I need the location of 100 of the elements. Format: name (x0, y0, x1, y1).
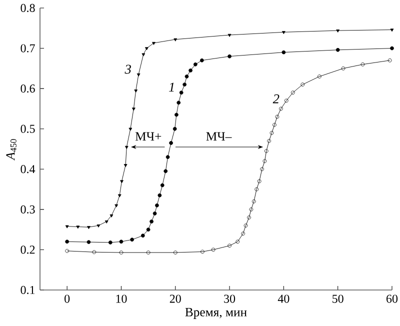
y-tick-label: 0.4 (20, 165, 36, 174)
point (247, 216, 251, 220)
series-label: 3 (124, 64, 131, 74)
point (118, 194, 122, 198)
x-tick-label: 40 (278, 294, 290, 303)
point (184, 74, 189, 78)
point (272, 122, 276, 127)
point (228, 34, 232, 37)
point (200, 58, 204, 62)
y-tick-label: 0.5 (20, 124, 35, 133)
point (65, 240, 70, 244)
point (110, 214, 114, 218)
point (146, 250, 150, 254)
point (140, 234, 145, 238)
x-tick-label: 60 (386, 294, 398, 303)
x-tick-label: 30 (224, 294, 236, 303)
point (174, 38, 178, 42)
point (193, 62, 198, 66)
point (155, 203, 159, 208)
point (132, 108, 136, 111)
point (119, 240, 124, 244)
point (134, 90, 138, 93)
point (284, 98, 288, 103)
point (96, 224, 100, 228)
point (158, 193, 162, 198)
point (169, 141, 173, 145)
x-tick-label: 50 (332, 294, 344, 303)
point (211, 248, 216, 252)
point (172, 126, 177, 131)
point (270, 130, 274, 135)
point (188, 68, 192, 72)
point (241, 232, 246, 236)
point (228, 54, 232, 58)
point (390, 46, 394, 50)
point (114, 204, 118, 208)
point (336, 48, 340, 52)
point (87, 226, 90, 230)
point (200, 250, 204, 254)
annotation: МЧ– (206, 132, 232, 141)
point (252, 199, 256, 204)
point (160, 183, 164, 188)
point (262, 159, 267, 164)
point (104, 220, 108, 224)
point (336, 29, 340, 32)
point (119, 250, 124, 254)
point (290, 90, 295, 95)
point (341, 66, 346, 70)
point (86, 240, 91, 244)
point (120, 180, 124, 184)
point (128, 128, 132, 131)
point (164, 169, 168, 174)
y-tick-label: 0.8 (20, 4, 35, 12)
point (360, 62, 365, 66)
x-tick-label: 20 (170, 294, 181, 303)
point (282, 31, 286, 34)
y-tick-label: 0.7 (20, 44, 35, 52)
point (166, 155, 170, 159)
point (264, 149, 268, 153)
point (142, 53, 146, 56)
y-axis-title: A$_{450}$ (6, 139, 16, 161)
point (124, 164, 128, 168)
point (300, 82, 305, 86)
x-axis-title: Время, мин (185, 308, 247, 319)
y-tick-label: 0.3 (20, 205, 35, 214)
annotation: МЧ+ (135, 132, 162, 141)
point (179, 90, 184, 95)
point (152, 212, 157, 216)
y-tick-label: 0.1 (20, 286, 35, 294)
point (65, 225, 69, 228)
point (228, 244, 232, 248)
point (76, 226, 80, 229)
point (92, 250, 96, 254)
point (182, 82, 187, 86)
point (176, 100, 181, 105)
point (244, 224, 248, 228)
point (152, 42, 156, 45)
point (174, 112, 178, 117)
point (275, 114, 280, 119)
x-tick-label: 0 (64, 294, 70, 303)
point (257, 179, 262, 184)
point (282, 50, 286, 54)
point (254, 187, 259, 192)
point (236, 240, 240, 244)
point (317, 74, 322, 78)
series-label: 1 (168, 82, 174, 92)
point (279, 106, 283, 111)
point (173, 250, 178, 254)
point (150, 220, 154, 224)
point (124, 146, 128, 149)
point (260, 167, 264, 172)
point (249, 207, 254, 212)
series-label: 2 (272, 94, 280, 104)
point (146, 228, 150, 232)
point (130, 238, 134, 242)
point (108, 240, 112, 244)
point (136, 73, 140, 76)
y-tick-label: 0.2 (20, 246, 35, 254)
point (390, 28, 394, 32)
point (267, 139, 271, 143)
y-tick-label: 0.6 (20, 84, 35, 93)
